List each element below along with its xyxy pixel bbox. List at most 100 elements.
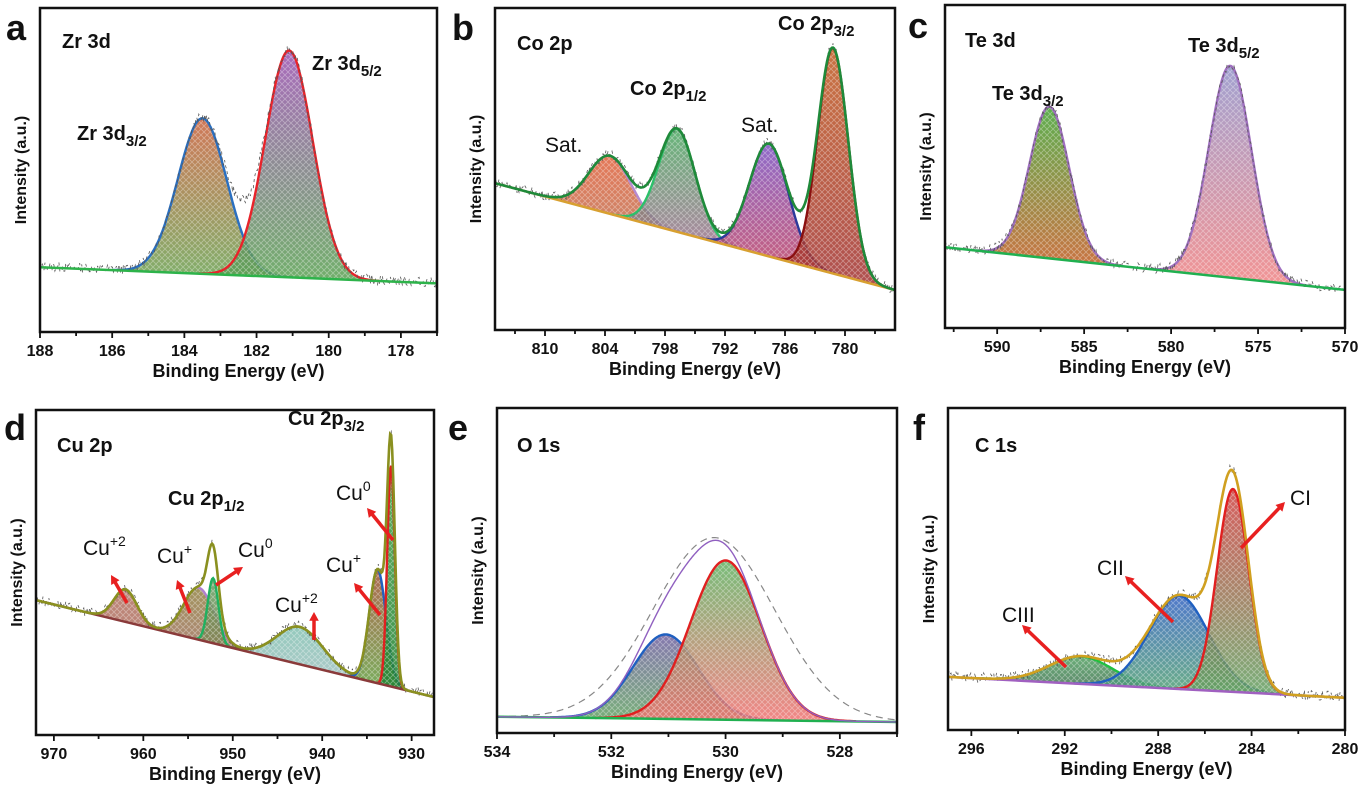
panel-letter: a xyxy=(6,7,27,48)
annotation-main: Te 3d xyxy=(1188,35,1239,57)
peak-curve xyxy=(198,49,380,283)
annotation-main: Cu xyxy=(157,545,184,568)
peak-annotation: Cu0 xyxy=(336,478,371,505)
peak-hatch xyxy=(147,587,250,653)
annotation-main: Zr 3d xyxy=(77,123,126,145)
x-tick-label: 786 xyxy=(772,341,799,358)
x-tick-label: 292 xyxy=(1051,741,1078,758)
peak-annotation: Cu 2p3/2 xyxy=(288,408,364,435)
x-tick-label: 810 xyxy=(532,341,559,358)
annotation-superscript: 0 xyxy=(363,478,371,494)
peak-annotation: Cu+2 xyxy=(83,533,126,560)
panel-title: Zr 3d xyxy=(62,31,111,53)
plot-frame xyxy=(34,408,436,737)
y-axis-label: Intensity (a.u.) xyxy=(921,515,938,623)
annotation-superscript: + xyxy=(353,550,361,566)
peak-annotation: Sat. xyxy=(741,114,778,137)
annotation-main: Cu xyxy=(238,539,265,562)
y-axis-label: Intensity (a.u.) xyxy=(13,116,30,224)
peak-annotation: Cu 2p1/2 xyxy=(168,488,244,515)
x-tick-label: 970 xyxy=(41,746,68,763)
annotation-main: Sat. xyxy=(741,114,778,137)
annotation-main: Cu xyxy=(275,594,302,617)
panel-title: O 1s xyxy=(517,435,560,457)
envelope-curve xyxy=(495,46,895,292)
panel-letter: f xyxy=(913,407,926,448)
red-arrow-icon xyxy=(175,580,192,614)
x-tick-label: 184 xyxy=(171,343,198,360)
x-tick-label: 280 xyxy=(1332,741,1359,758)
peak-hatch xyxy=(112,118,294,278)
plot-area xyxy=(495,43,895,294)
annotation-main: Cu xyxy=(336,482,363,505)
background-line xyxy=(945,246,1345,292)
annotation-main: Cu xyxy=(326,554,353,577)
panel-letter: b xyxy=(452,7,474,48)
y-axis-label: Intensity (a.u.) xyxy=(468,115,485,223)
x-tick-label: 180 xyxy=(315,343,342,360)
y-axis-label: Intensity (a.u.) xyxy=(918,112,935,220)
red-arrow-icon xyxy=(354,583,382,617)
plot-area xyxy=(497,537,897,724)
y-axis-label: Intensity (a.u.) xyxy=(470,516,487,624)
panel-c: 590 585 580 575 570 Binding Energy (eV) Intens… xyxy=(908,3,1358,377)
panel-f: 296 292 288 284 280 Binding Energy (eV) Intens… xyxy=(913,406,1359,779)
annotation-superscript: +2 xyxy=(110,533,126,549)
peak-annotation: Zr 3d5/2 xyxy=(312,53,382,80)
peak-hatch xyxy=(976,106,1123,267)
background-line xyxy=(495,181,895,292)
x-tick-label: 940 xyxy=(309,746,336,763)
panel-a: 188 186 184 182 180 178 Binding Energy (eV) Int… xyxy=(6,6,439,381)
annotation-subscript: 3/2 xyxy=(344,418,365,435)
panel-b: 810 804 798 792 786 780 Binding Energy (eV) Int… xyxy=(452,6,897,379)
annotation-main: Zr 3d xyxy=(312,53,361,75)
raw-data-trace xyxy=(945,63,1345,293)
annotation-superscript: +2 xyxy=(302,590,318,606)
x-axis-label: Binding Energy (eV) xyxy=(1059,357,1231,377)
x-tick-label: 284 xyxy=(1238,741,1265,758)
peak-annotation: Cu+ xyxy=(157,541,192,568)
x-tick-label: 960 xyxy=(130,746,157,763)
background-line xyxy=(36,598,434,699)
x-tick-label: 930 xyxy=(398,746,425,763)
peak-hatch xyxy=(595,560,856,722)
annotation-subscript: 1/2 xyxy=(686,88,707,105)
annotation-main: CI xyxy=(1290,487,1311,510)
plot-area xyxy=(40,45,437,288)
annotation-subscript: 3/2 xyxy=(1043,93,1064,110)
red-arrow-icon xyxy=(1239,502,1285,550)
x-axis-label: Binding Energy (eV) xyxy=(152,361,324,381)
background-line xyxy=(40,265,437,285)
x-axis-label: Binding Energy (eV) xyxy=(149,764,321,784)
annotation-main: Cu 2p xyxy=(168,488,224,510)
peak-annotation: Co 2p3/2 xyxy=(778,13,854,40)
x-tick-label: 580 xyxy=(1158,339,1185,356)
peak-annotation: Cu+ xyxy=(326,550,361,577)
annotation-superscript: 0 xyxy=(265,535,273,551)
background-line xyxy=(948,675,1345,700)
peak-hatch xyxy=(699,143,839,276)
x-tick-label: 780 xyxy=(832,341,859,358)
x-tick-label: 575 xyxy=(1245,339,1272,356)
x-tick-label: 585 xyxy=(1071,339,1098,356)
annotation-subscript: 5/2 xyxy=(1239,45,1260,62)
peak-annotation: Te 3d3/2 xyxy=(992,83,1064,110)
x-tick-label: 296 xyxy=(958,741,985,758)
x-tick-label: 532 xyxy=(598,744,625,761)
peak-hatch xyxy=(612,128,742,250)
annotation-subscript: 1/2 xyxy=(224,498,245,515)
panel-letter: e xyxy=(448,407,468,448)
peak-annotation: CIII xyxy=(1002,604,1035,627)
envelope-curve xyxy=(497,539,897,723)
peak-hatch xyxy=(88,589,163,631)
x-tick-label: 798 xyxy=(652,341,679,358)
red-arrow-icon xyxy=(111,575,129,604)
peak-annotation: Cu0 xyxy=(238,535,273,562)
red-arrow-icon xyxy=(309,612,319,640)
panel-title: Co 2p xyxy=(517,33,573,55)
plot-area xyxy=(36,429,434,699)
x-tick-label: 804 xyxy=(592,341,619,358)
peak-hatch xyxy=(1173,489,1293,695)
annotation-main: Co 2p xyxy=(778,13,834,35)
annotation-main: Sat. xyxy=(545,134,582,157)
